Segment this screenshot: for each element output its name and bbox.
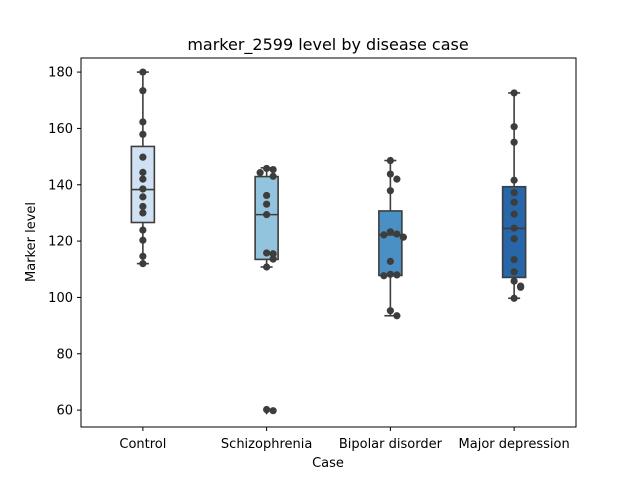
- data-point-schizophrenia-2: [256, 169, 264, 177]
- x-tick-label-control: Control: [119, 437, 166, 452]
- data-point-major-depression-11: [510, 277, 518, 285]
- data-point-bipolar-disorder-10: [393, 271, 401, 279]
- data-point-schizophrenia-6: [263, 211, 271, 219]
- data-point-control-6: [139, 175, 147, 183]
- data-point-schizophrenia-9: [269, 255, 277, 263]
- data-point-schizophrenia-4: [263, 191, 271, 200]
- data-point-control-10: [139, 209, 147, 217]
- data-point-control-8: [139, 193, 147, 201]
- data-point-control-12: [139, 236, 147, 244]
- data-point-schizophrenia-12: [269, 407, 277, 415]
- data-point-control-13: [139, 252, 147, 260]
- box-bipolar-disorder: [378, 210, 403, 277]
- x-tick-label-major-depression: Major depression: [459, 437, 570, 452]
- data-point-major-depression-8: [510, 235, 518, 243]
- chart-title: marker_2599 level by disease case: [187, 35, 468, 55]
- data-point-bipolar-disorder-4: [386, 228, 394, 236]
- x-tick-label-schizophrenia: Schizophrenia: [221, 437, 312, 452]
- data-point-bipolar-disorder-13: [393, 312, 401, 320]
- data-point-major-depression-13: [517, 283, 525, 291]
- data-point-major-depression-6: [510, 210, 518, 218]
- data-point-schizophrenia-8: [269, 250, 277, 258]
- data-point-major-depression-14: [510, 294, 518, 302]
- data-point-bipolar-disorder-2: [393, 175, 401, 183]
- data-point-schizophrenia-11: [263, 405, 271, 414]
- data-point-schizophrenia-3: [269, 172, 277, 180]
- data-point-bipolar-disorder-1: [386, 170, 394, 178]
- data-point-control-9: [139, 202, 147, 211]
- y-tick-label-80: 80: [56, 347, 73, 362]
- data-point-major-depression-3: [510, 176, 518, 184]
- plot-frame: [80, 57, 577, 428]
- data-point-schizophrenia-10: [263, 263, 271, 271]
- data-point-bipolar-disorder-12: [386, 307, 394, 315]
- chart-marks: [130, 68, 527, 415]
- data-point-bipolar-disorder-8: [386, 257, 394, 265]
- data-point-control-2: [139, 118, 147, 126]
- y-tick-label-120: 120: [48, 235, 73, 250]
- x-axis-label: Case: [312, 456, 344, 471]
- data-point-schizophrenia-7: [263, 249, 271, 257]
- y-tick-label-160: 160: [48, 122, 73, 137]
- box-major-depression: [501, 185, 527, 279]
- data-point-major-depression-1: [510, 123, 518, 131]
- box-control: [130, 145, 156, 224]
- data-point-major-depression-9: [510, 256, 518, 264]
- data-point-control-4: [139, 153, 147, 161]
- data-point-bipolar-disorder-6: [380, 231, 388, 239]
- data-point-control-0: [139, 68, 147, 76]
- y-tick-label-180: 180: [48, 66, 73, 81]
- data-point-control-11: [139, 226, 147, 234]
- data-point-schizophrenia-1: [269, 165, 277, 174]
- data-point-control-5: [139, 168, 147, 176]
- data-point-control-3: [139, 130, 147, 138]
- x-tick-label-bipolar-disorder: Bipolar disorder: [339, 437, 443, 452]
- data-point-bipolar-disorder-0: [386, 156, 394, 165]
- data-point-schizophrenia-5: [263, 200, 271, 208]
- chart-axes: 60 80 100 120 140 160 180 Control Schizophrenia B…: [48, 57, 577, 452]
- data-point-bipolar-disorder-9: [386, 270, 394, 278]
- data-point-major-depression-2: [510, 138, 518, 146]
- data-point-control-14: [139, 260, 147, 268]
- y-tick-label-140: 140: [48, 178, 73, 193]
- data-point-bipolar-disorder-7: [399, 233, 407, 241]
- data-point-major-depression-0: [510, 89, 518, 97]
- y-axis-label: Marker level: [24, 202, 39, 282]
- y-tick-label-100: 100: [48, 291, 73, 306]
- plot-area: [81, 58, 576, 427]
- data-point-major-depression-10: [510, 268, 518, 276]
- data-point-major-depression-7: [510, 224, 518, 232]
- y-tick-label-60: 60: [56, 404, 73, 419]
- data-point-schizophrenia-0: [263, 164, 271, 173]
- data-point-bipolar-disorder-5: [393, 230, 401, 238]
- data-point-bipolar-disorder-3: [386, 187, 394, 195]
- data-point-control-7: [139, 185, 147, 193]
- data-point-control-1: [139, 87, 147, 95]
- data-point-bipolar-disorder-11: [380, 272, 388, 280]
- data-point-major-depression-4: [510, 189, 518, 197]
- data-point-major-depression-5: [510, 198, 518, 206]
